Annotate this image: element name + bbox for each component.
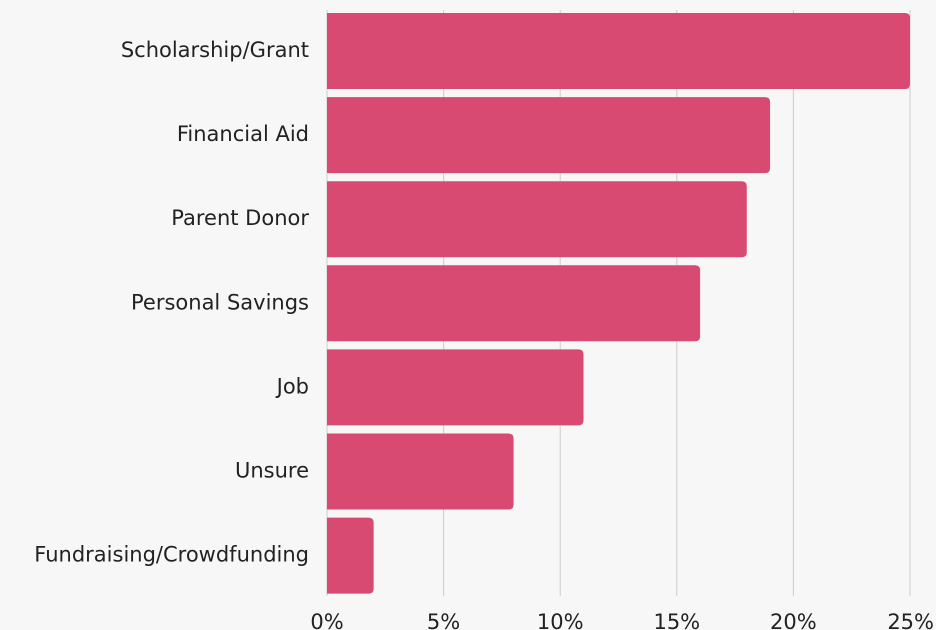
bar-3 (327, 265, 701, 342)
category-labels: Scholarship/Grant Financial Aid Parent Don… (34, 38, 309, 567)
x-tick-label-0: 0% (310, 610, 343, 630)
x-tick-label-1: 5% (427, 610, 460, 630)
x-tick-label-3: 15% (653, 610, 700, 630)
category-label-4: Job (275, 374, 309, 398)
category-label-6: Fundraising/Crowdfunding (34, 543, 309, 567)
category-label-1: Financial Aid (177, 122, 309, 146)
x-tick-label-5: 25% (887, 610, 934, 630)
bar-0 (327, 13, 910, 89)
x-tick-label-4: 20% (770, 610, 817, 630)
category-label-2: Parent Donor (171, 206, 309, 230)
category-label-0: Scholarship/Grant (121, 38, 309, 62)
bar-5 (327, 433, 514, 510)
category-label-3: Personal Savings (131, 290, 309, 314)
x-tick-label-2: 10% (537, 610, 584, 630)
x-axis-tick-labels: 0% 5% 10% 15% 20% 25% (310, 610, 934, 630)
bar-4 (327, 349, 584, 426)
bar-6 (327, 517, 374, 594)
category-label-5: Unsure (235, 459, 309, 483)
bar-1 (327, 97, 771, 174)
bars (327, 13, 910, 594)
bar-2 (327, 181, 747, 258)
